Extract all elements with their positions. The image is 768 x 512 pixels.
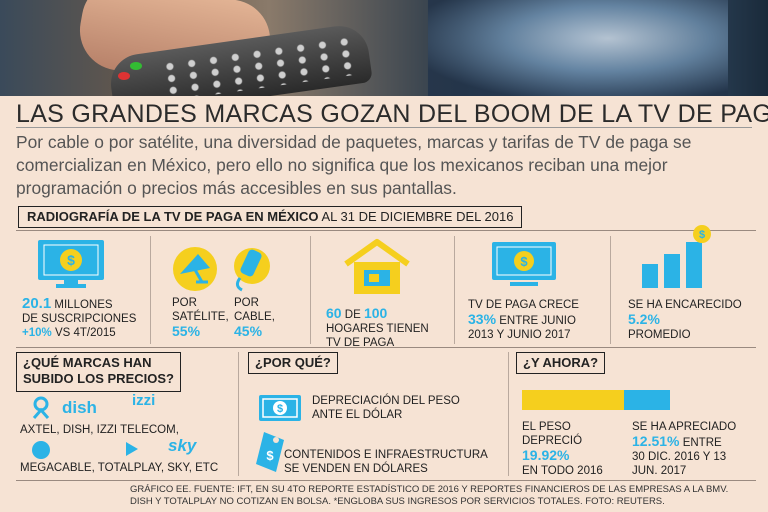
cab-label-1: POR: [234, 297, 259, 309]
footer-credits: GRÁFICO EE. FUENTE: IFT, EN SU 4TO REPOR…: [130, 484, 728, 508]
svg-text:$: $: [277, 403, 283, 415]
peso-l1: EL PESO: [522, 421, 571, 433]
sky-logo: sky: [168, 436, 197, 455]
peso-appreciation-stat: SE HA APRECIADO 12.51% ENTRE 30 DIC. 201…: [632, 420, 736, 478]
axtel-logo-icon: [32, 396, 50, 419]
intro-paragraph: Por cable o por satélite, una diversidad…: [16, 132, 692, 198]
cab-value: 45%: [234, 323, 263, 339]
peso-l2: DEPRECIÓ: [522, 435, 583, 447]
sat-label-1: POR: [172, 297, 197, 309]
marcas-line-1: AXTEL, DISH, IZZI TELECOM,: [20, 424, 179, 436]
subs-vs: VS 4T/2015: [54, 327, 116, 339]
remote-green-button: [130, 62, 142, 70]
growth-stat: TV DE PAGA CRECE 33% ENTRE JUNIO 2013 Y …: [468, 298, 579, 342]
divider: [238, 352, 239, 476]
svg-text:$: $: [67, 252, 75, 268]
subs-value: 20.1: [22, 295, 52, 312]
ap-l3: JUN. 2017: [632, 465, 687, 477]
headline-divider: [16, 127, 752, 128]
headline: LAS GRANDES MARCAS GOZAN DEL BOOM DE LA …: [16, 100, 768, 128]
subs-label: DE SUSCRIPCIONES: [22, 313, 137, 325]
marcas-label: ¿QUÉ MARCAS HAN SUBIDO LOS PRECIOS?: [16, 352, 181, 392]
reason-1a: DEPRECIACIÓN DEL PESO: [312, 395, 460, 407]
reason-1: DEPRECIACIÓN DEL PESO ANTE EL DÓLAR: [312, 394, 460, 422]
tv-dollar-icon: $: [38, 240, 104, 288]
peso-l3: EN TODO 2016: [522, 465, 603, 477]
cable-icon: [234, 248, 270, 292]
marcas-title-2: SUBIDO LOS PRECIOS?: [23, 371, 174, 386]
stats-top-divider: [16, 230, 756, 231]
tv-dollar-icon: $: [492, 242, 556, 286]
grow-l3: 2013 Y JUNIO 2017: [468, 329, 571, 341]
sat-value: 55%: [172, 323, 201, 339]
stats-bottom-divider: [16, 347, 756, 348]
ap-value: 12.51%: [632, 433, 680, 449]
reason-1b: ANTE EL DÓLAR: [312, 409, 403, 421]
svg-text:$: $: [520, 254, 528, 269]
sat-label-2: SATÉLITE,: [172, 311, 229, 323]
footer-line-1: GRÁFICO EE. FUENTE: IFT, EN SU 4TO REPOR…: [130, 484, 729, 495]
header-photo: [0, 0, 768, 96]
ap-l2: 30 DIC. 2016 Y 13: [632, 451, 727, 463]
remote-red-button: [118, 72, 130, 80]
porque-label: ¿POR QUÉ?: [248, 352, 338, 374]
totalplay-logo-icon: [126, 442, 138, 456]
subs-change: +10%: [22, 327, 52, 339]
peso-appreciation-bar: [624, 390, 670, 410]
footer-line-2: DISH Y TOTALPLAY NO COTIZAN EN BOLSA. *E…: [130, 496, 665, 507]
marcas-title-1: ¿QUÉ MARCAS HAN: [23, 355, 152, 370]
homes-b: 100: [363, 305, 388, 321]
bill-icon: $: [259, 395, 301, 421]
peso-value: 19.92%: [522, 447, 570, 463]
homes-l2: TV DE PAGA: [326, 337, 395, 349]
price-value: 5.2%: [628, 311, 660, 327]
izzi-logo: izzi: [132, 392, 156, 409]
reason-2b: SE VENDEN EN DÓLARES: [284, 463, 428, 475]
divider: [610, 236, 611, 344]
radiografia-label: RADIOGRAFÍA DE LA TV DE PAGA EN MÉXICO A…: [18, 206, 523, 228]
satellite-dish-icon: [173, 247, 217, 291]
homes-l1: HOGARES TIENEN: [326, 323, 429, 335]
divider: [310, 236, 311, 344]
homes-de: DE: [344, 309, 361, 321]
grow-l2: ENTRE JUNIO: [499, 315, 576, 327]
peso-depreciation-stat: EL PESO DEPRECIÓ 19.92% EN TODO 2016: [522, 420, 603, 478]
grow-value: 33%: [468, 311, 497, 327]
svg-text:$: $: [699, 229, 705, 241]
reason-2: CONTENIDOS E INFRAESTRUCTURA SE VENDEN E…: [284, 448, 488, 476]
tv-screen-image: [428, 0, 728, 96]
house-tv-icon: [344, 239, 410, 294]
radiografia-title: RADIOGRAFÍA DE LA TV DE PAGA EN MÉXICO: [27, 209, 319, 224]
price-l2: PROMEDIO: [628, 329, 691, 341]
cab-label-2: CABLE,: [234, 311, 275, 323]
satellite-stat: POR SATÉLITE, 55%: [172, 296, 229, 340]
svg-text:$: $: [266, 448, 274, 463]
dish-logo: dish: [62, 398, 97, 417]
ahora-label: ¿Y AHORA?: [516, 352, 606, 374]
footer-divider: [16, 480, 756, 481]
marcas-line-2: MEGACABLE, TOTALPLAY, SKY, ETC: [20, 462, 219, 474]
homes-a: 60: [326, 305, 342, 321]
homes-stat: 60 DE 100 HOGARES TIENEN TV DE PAGA: [326, 306, 429, 350]
price-stat: SE HA ENCARECIDO 5.2% PROMEDIO: [628, 298, 742, 342]
ap-l1b: ENTRE: [682, 437, 722, 449]
megacable-logo-icon: [32, 441, 50, 459]
reason-2a: CONTENIDOS E INFRAESTRUCTURA: [284, 449, 488, 461]
price-l1: SE HA ENCARECIDO: [628, 299, 742, 311]
subs-stat: 20.1 MILLONES DE SUSCRIPCIONES +10% VS 4…: [22, 295, 137, 340]
divider: [150, 236, 151, 344]
bar-chart-dollar-icon: $: [642, 225, 711, 288]
divider: [508, 352, 509, 476]
divider: [454, 236, 455, 344]
radiografia-date: AL 31 DE DICIEMBRE DEL 2016: [321, 209, 514, 224]
peso-depreciation-bar: [522, 390, 624, 410]
cable-stat: POR CABLE, 45%: [234, 296, 275, 340]
ap-l1: SE HA APRECIADO: [632, 421, 737, 433]
subs-unit: MILLONES: [54, 299, 113, 311]
grow-l1: TV DE PAGA CRECE: [468, 299, 579, 311]
price-tag-icon: $: [256, 432, 284, 472]
